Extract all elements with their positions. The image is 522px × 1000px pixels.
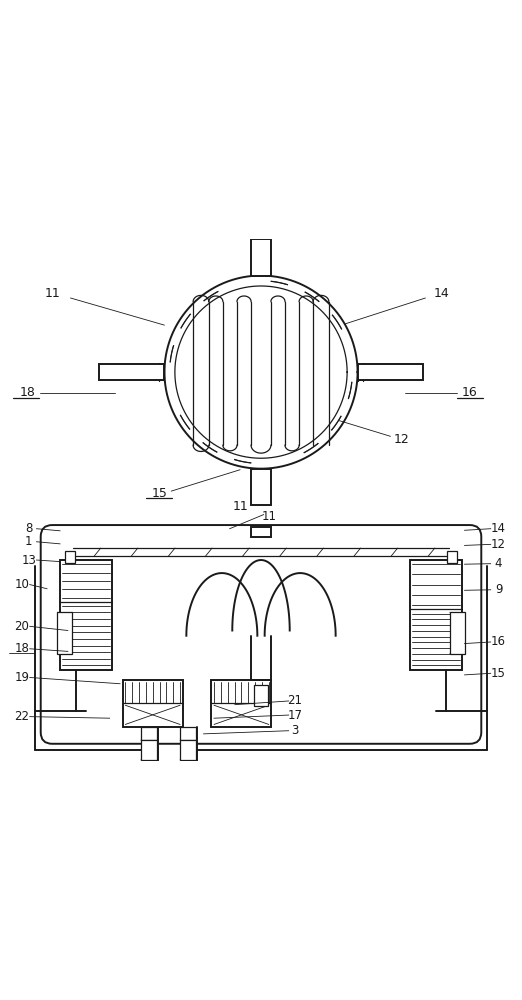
Bar bbox=[60, 560, 112, 670]
Text: 9: 9 bbox=[495, 583, 502, 596]
Bar bbox=[251, 527, 271, 537]
Text: 20: 20 bbox=[15, 620, 29, 633]
Text: 1: 1 bbox=[25, 535, 32, 548]
Text: 15: 15 bbox=[491, 667, 506, 680]
Text: 21: 21 bbox=[288, 694, 302, 707]
Text: 22: 22 bbox=[15, 710, 29, 723]
Bar bbox=[211, 680, 271, 727]
Bar bbox=[57, 612, 72, 654]
Bar bbox=[450, 612, 465, 654]
Text: 11: 11 bbox=[262, 510, 276, 523]
Bar bbox=[251, 469, 271, 505]
Bar bbox=[123, 680, 183, 727]
Bar bbox=[65, 551, 75, 563]
Text: 18: 18 bbox=[19, 386, 35, 399]
Text: 4: 4 bbox=[495, 557, 502, 570]
Text: 11: 11 bbox=[44, 287, 60, 300]
Bar bbox=[141, 740, 157, 760]
Bar bbox=[447, 551, 457, 563]
Text: 14: 14 bbox=[491, 522, 506, 535]
Text: 8: 8 bbox=[25, 522, 32, 535]
Text: 18: 18 bbox=[15, 642, 29, 655]
Text: 12: 12 bbox=[491, 538, 506, 551]
Bar bbox=[410, 560, 462, 670]
Text: 3: 3 bbox=[291, 724, 299, 737]
Text: 10: 10 bbox=[15, 578, 29, 591]
Text: 13: 13 bbox=[21, 554, 36, 567]
Bar bbox=[141, 727, 157, 740]
Text: 19: 19 bbox=[15, 671, 29, 684]
Text: 11: 11 bbox=[232, 500, 248, 513]
Bar bbox=[180, 727, 196, 740]
Text: 15: 15 bbox=[151, 487, 167, 500]
Text: 12: 12 bbox=[394, 433, 410, 446]
Bar bbox=[99, 364, 164, 380]
Text: 16: 16 bbox=[462, 386, 478, 399]
Bar bbox=[358, 364, 423, 380]
FancyBboxPatch shape bbox=[41, 525, 481, 744]
Bar bbox=[255, 685, 267, 706]
Text: 14: 14 bbox=[433, 287, 449, 300]
Bar bbox=[180, 740, 196, 760]
Bar bbox=[251, 239, 271, 276]
Text: 16: 16 bbox=[491, 635, 506, 648]
Text: 17: 17 bbox=[288, 709, 302, 722]
